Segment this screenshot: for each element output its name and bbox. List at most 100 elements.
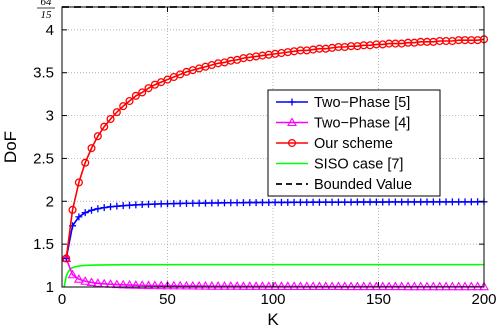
legend-marker xyxy=(287,138,297,148)
data-point xyxy=(467,198,475,206)
y-tick-label: 2.5 xyxy=(33,150,54,167)
data-point xyxy=(181,280,192,290)
data-point xyxy=(415,281,426,291)
legend-item: Our scheme xyxy=(276,136,393,152)
data-point xyxy=(441,281,451,291)
data-point xyxy=(187,280,198,290)
data-point xyxy=(423,198,431,206)
data-point xyxy=(417,198,425,206)
data-point xyxy=(366,198,374,206)
legend-marker xyxy=(287,117,297,127)
data-point xyxy=(479,281,489,291)
data-point xyxy=(68,205,77,214)
data-point xyxy=(252,199,260,207)
data-point xyxy=(138,201,146,209)
data-point xyxy=(358,281,369,291)
data-point xyxy=(448,198,456,206)
y-axis-label: DoF xyxy=(1,131,20,163)
data-point xyxy=(442,198,450,206)
x-tick-label: 150 xyxy=(366,291,391,308)
data-point xyxy=(409,281,420,291)
data-point xyxy=(353,198,361,206)
data-point xyxy=(106,114,115,124)
data-point xyxy=(282,281,293,290)
data-point xyxy=(170,200,178,208)
data-point xyxy=(112,108,121,117)
data-point xyxy=(107,203,115,211)
data-point xyxy=(352,281,363,291)
x-tick-label: 50 xyxy=(159,291,176,308)
data-point xyxy=(290,198,298,206)
legend-label: Our scheme xyxy=(314,136,393,152)
x-tick-label: 200 xyxy=(471,291,496,308)
data-point xyxy=(365,281,376,291)
data-point xyxy=(410,198,418,206)
data-point xyxy=(182,199,190,207)
data-point xyxy=(258,198,266,206)
data-point xyxy=(276,281,287,290)
data-point xyxy=(447,281,458,291)
data-point xyxy=(227,199,235,207)
x-tick-label: 0 xyxy=(58,291,66,308)
data-point xyxy=(334,198,342,206)
data-point xyxy=(206,281,217,290)
data-point xyxy=(100,122,109,131)
data-point xyxy=(466,281,477,291)
legend-label: Bounded Value xyxy=(314,177,412,193)
data-point xyxy=(271,198,279,206)
data-point xyxy=(284,198,292,206)
data-point xyxy=(131,91,140,100)
series-markers-2 xyxy=(62,35,489,263)
data-point xyxy=(100,204,108,212)
data-point xyxy=(144,84,153,93)
data-point xyxy=(74,178,83,187)
data-point xyxy=(145,200,153,208)
y-tick-label: 3 xyxy=(46,108,54,125)
data-point xyxy=(391,198,399,206)
data-point xyxy=(372,198,380,206)
data-point xyxy=(434,281,445,291)
data-point xyxy=(119,202,127,210)
data-point xyxy=(213,281,224,290)
data-point xyxy=(81,209,89,217)
data-point xyxy=(138,88,147,97)
data-point xyxy=(94,205,102,213)
data-point xyxy=(81,158,90,167)
data-point xyxy=(126,201,134,209)
data-point xyxy=(474,198,482,206)
data-point xyxy=(455,198,463,206)
data-point xyxy=(149,280,160,290)
data-point xyxy=(429,198,437,206)
data-point xyxy=(339,281,350,291)
legend-item: Two−Phase [4] xyxy=(276,116,410,132)
data-point xyxy=(164,200,171,208)
data-point xyxy=(156,280,167,290)
data-point xyxy=(220,199,228,207)
data-point xyxy=(232,281,243,290)
data-point xyxy=(460,281,470,291)
legend-marker xyxy=(288,98,296,106)
data-point xyxy=(239,199,247,207)
data-point xyxy=(398,198,406,206)
data-point xyxy=(277,198,285,206)
y-tick-label: 1 xyxy=(46,279,54,296)
data-point xyxy=(194,280,205,290)
data-point xyxy=(75,213,83,221)
data-point xyxy=(461,198,469,206)
legend: Two−Phase [5] Two−Phase [4] Our scheme SISO… xyxy=(267,89,441,197)
y-tick-label: 4 xyxy=(46,22,54,39)
data-point xyxy=(472,281,483,291)
data-point xyxy=(119,102,128,111)
data-point xyxy=(195,199,203,207)
data-point xyxy=(404,198,412,206)
series-line xyxy=(65,38,485,259)
data-point xyxy=(327,281,338,291)
data-point xyxy=(303,198,311,206)
y-tick-label-denominator: 15 xyxy=(41,9,53,21)
data-point xyxy=(132,201,140,209)
data-point xyxy=(88,206,96,214)
data-point xyxy=(113,202,121,210)
y-tick-label: 1.5 xyxy=(33,236,54,253)
